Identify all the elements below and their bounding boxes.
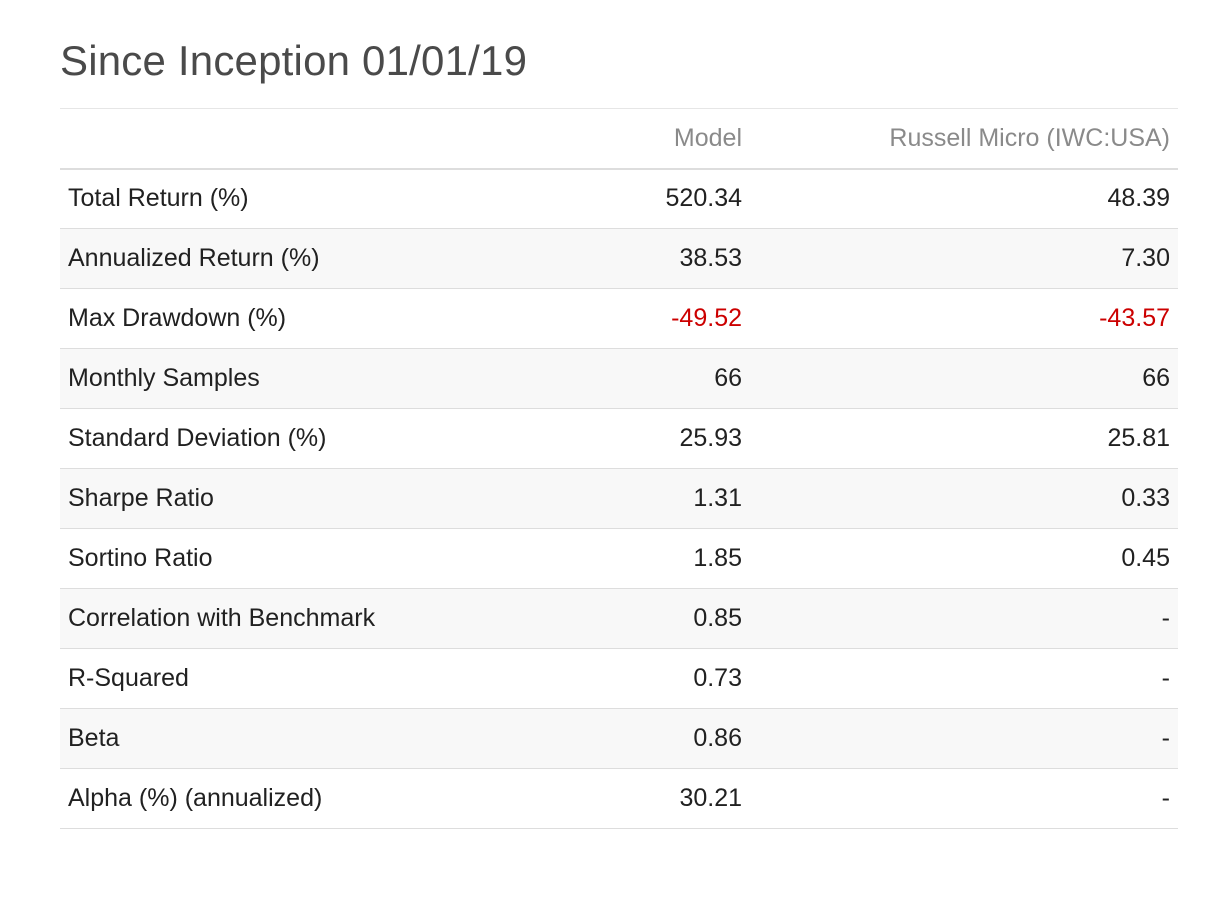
benchmark-value: 66 xyxy=(1142,364,1170,392)
model-value: 25.93 xyxy=(679,424,742,452)
model-value: -49.52 xyxy=(671,304,742,332)
benchmark-value: -43.57 xyxy=(1099,304,1170,332)
benchmark-value: - xyxy=(1161,784,1170,812)
column-header-model: Model xyxy=(673,123,742,152)
metric-label: Sortino Ratio xyxy=(68,544,213,572)
model-value: 66 xyxy=(714,364,742,392)
model-value: 30.21 xyxy=(679,784,742,812)
model-value: 38.53 xyxy=(679,244,742,272)
table-row: Standard Deviation (%) 25.93 25.81 xyxy=(60,408,1178,469)
column-header-benchmark: Russell Micro (IWC:USA) xyxy=(889,123,1170,152)
metric-label: Correlation with Benchmark xyxy=(68,604,376,632)
page-title: Since Inception 01/01/19 xyxy=(60,37,528,84)
metric-label: Beta xyxy=(68,724,120,752)
table-body: Total Return (%) 520.34 48.39 Annualized Re… xyxy=(60,168,1178,829)
performance-panel: Since Inception 01/01/19 Model Russell M… xyxy=(60,0,1178,829)
table-row: Annualized Return (%) 38.53 7.30 xyxy=(60,228,1178,289)
table-row: Sortino Ratio 1.85 0.45 xyxy=(60,528,1178,589)
table-row: Sharpe Ratio 1.31 0.33 xyxy=(60,468,1178,529)
model-value: 0.73 xyxy=(693,664,742,692)
performance-table: Model Russell Micro (IWC:USA) Total Retu… xyxy=(60,108,1178,829)
model-value: 0.86 xyxy=(693,724,742,752)
table-row: Correlation with Benchmark 0.85 - xyxy=(60,588,1178,649)
table-row: Max Drawdown (%) -49.52 -43.57 xyxy=(60,288,1178,349)
column-header-metric xyxy=(60,109,600,169)
benchmark-value: 7.30 xyxy=(1121,244,1170,272)
benchmark-value: 48.39 xyxy=(1107,184,1170,213)
metric-label: Total Return (%) xyxy=(68,184,249,213)
benchmark-value: 0.33 xyxy=(1121,484,1170,512)
benchmark-value: - xyxy=(1161,724,1170,752)
metric-label: Alpha (%) (annualized) xyxy=(68,784,323,812)
benchmark-value: 25.81 xyxy=(1107,424,1170,452)
model-value: 1.85 xyxy=(693,544,742,572)
table-row: Total Return (%) 520.34 48.39 xyxy=(60,168,1178,229)
metric-label: Monthly Samples xyxy=(68,364,260,392)
benchmark-value: - xyxy=(1161,664,1170,692)
table-header-row: Model Russell Micro (IWC:USA) xyxy=(60,108,1178,169)
benchmark-value: - xyxy=(1161,604,1170,632)
table-row: R-Squared 0.73 - xyxy=(60,648,1178,709)
table-row: Beta 0.86 - xyxy=(60,708,1178,769)
metric-label: Annualized Return (%) xyxy=(68,244,320,272)
table-row: Monthly Samples 66 66 xyxy=(60,348,1178,409)
metric-label: Sharpe Ratio xyxy=(68,484,214,512)
model-value: 0.85 xyxy=(693,604,742,632)
benchmark-value: 0.45 xyxy=(1121,544,1170,572)
metric-label: Standard Deviation (%) xyxy=(68,424,327,452)
metric-label: R-Squared xyxy=(68,664,189,692)
model-value: 520.34 xyxy=(665,184,742,213)
table-row: Alpha (%) (annualized) 30.21 - xyxy=(60,768,1178,829)
metric-label: Max Drawdown (%) xyxy=(68,304,287,332)
model-value: 1.31 xyxy=(693,484,742,512)
